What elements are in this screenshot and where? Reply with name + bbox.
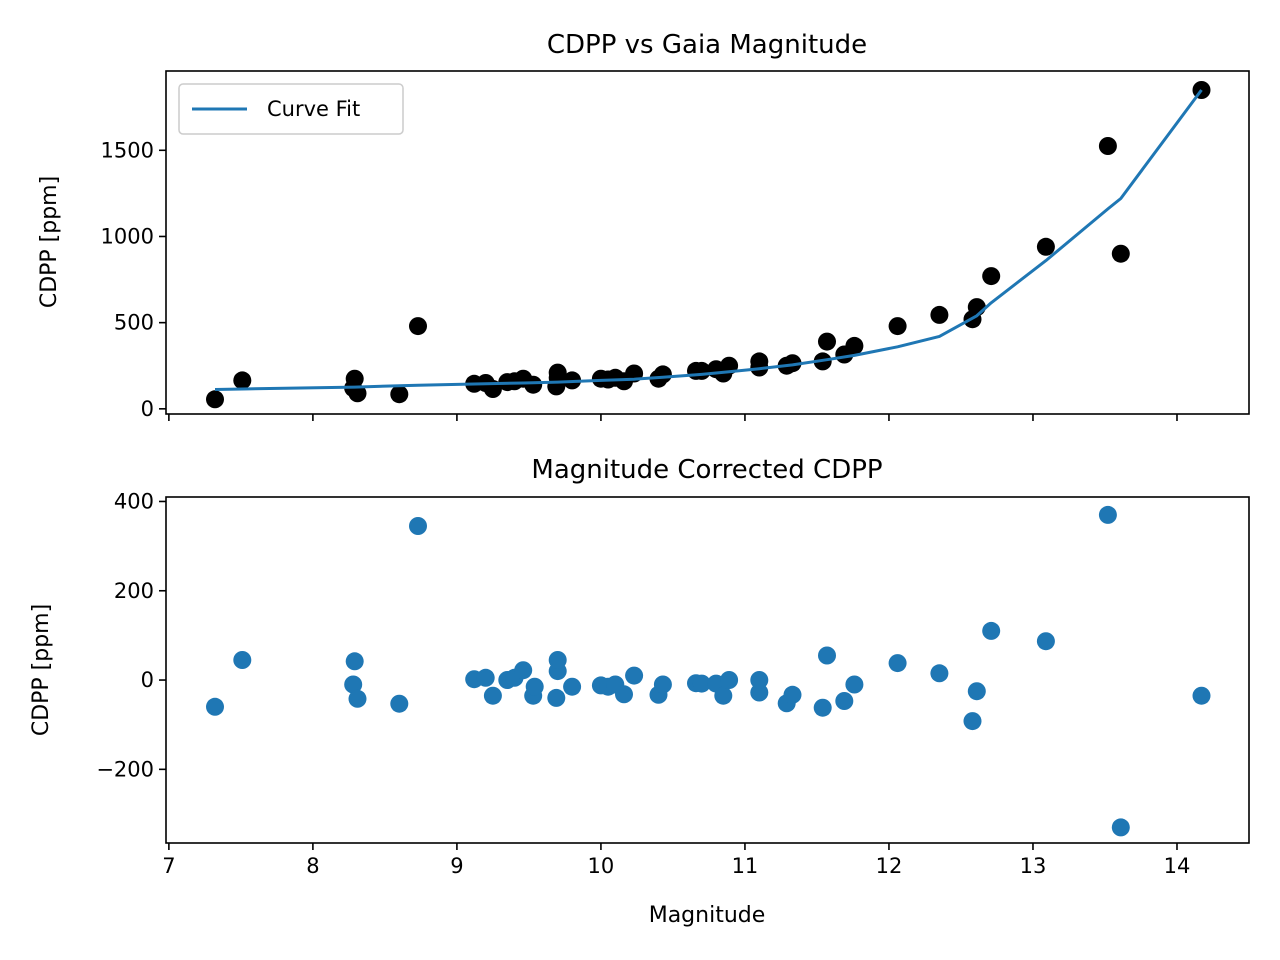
- data-point: [206, 697, 224, 716]
- y-tick-label: −200: [96, 757, 154, 781]
- data-point: [548, 651, 567, 669]
- data-point: [750, 671, 769, 689]
- data-point: [835, 692, 854, 710]
- y-tick-label: 1500: [101, 138, 154, 162]
- data-point: [1098, 505, 1117, 524]
- data-point: [982, 267, 1001, 286]
- data-point: [524, 375, 543, 394]
- y-axis-label: CDPP [ppm]: [29, 604, 54, 736]
- x-axis-label: Magnitude: [649, 903, 766, 928]
- data-point: [625, 666, 644, 685]
- data-point: [692, 674, 711, 693]
- data-point: [888, 654, 907, 673]
- axes-frame: [165, 496, 1250, 844]
- x-tick-label: 13: [1020, 854, 1047, 878]
- data-point: [1111, 244, 1130, 263]
- data-point: [348, 689, 367, 708]
- data-point: [615, 685, 633, 704]
- y-tick-label: 500: [114, 311, 154, 335]
- curve-fit-line: [214, 89, 1203, 391]
- plot-area: [206, 81, 1211, 409]
- data-point: [1192, 686, 1211, 705]
- data-point: [390, 385, 409, 404]
- data-point: [967, 682, 986, 701]
- data-point: [714, 686, 733, 705]
- data-point: [233, 371, 252, 390]
- data-point: [476, 668, 495, 687]
- data-point: [750, 683, 769, 702]
- data-point: [783, 685, 802, 704]
- legend-entry-curve-fit: Curve Fit: [267, 97, 360, 121]
- plot-area: [206, 505, 1211, 837]
- data-point: [653, 675, 672, 694]
- data-point: [963, 712, 982, 731]
- y-tick-label: 200: [114, 579, 154, 603]
- data-point: [514, 661, 533, 680]
- data-point: [845, 675, 864, 694]
- chart-title: CDPP vs Gaia Magnitude: [547, 30, 867, 60]
- data-point: [888, 317, 907, 336]
- x-tick-label: 7: [162, 854, 175, 878]
- y-tick-label: 0: [141, 668, 154, 692]
- data-point: [525, 677, 544, 696]
- data-point: [206, 390, 224, 409]
- data-point: [390, 694, 409, 713]
- legend-box: [178, 83, 404, 135]
- data-point: [967, 298, 986, 317]
- data-point: [409, 317, 427, 336]
- cdpp-vs-magnitude-chart: CDPP vs Gaia Magnitude CDPP [ppm] 0 500 10…: [37, 30, 1250, 421]
- data-point: [813, 698, 832, 717]
- x-tick-label: 12: [876, 854, 903, 878]
- data-point: [818, 332, 836, 351]
- data-point: [982, 621, 1001, 640]
- y-tick-label: 1000: [101, 224, 154, 248]
- data-point: [409, 517, 427, 535]
- x-tick-label: 9: [450, 854, 463, 878]
- data-point: [930, 664, 949, 683]
- x-tick-label: 8: [306, 854, 319, 878]
- data-point: [1036, 237, 1055, 256]
- x-tick-label: 14: [1164, 854, 1191, 878]
- data-point: [548, 363, 567, 382]
- data-point: [233, 651, 252, 669]
- data-point: [1111, 818, 1130, 837]
- data-point: [1098, 137, 1117, 155]
- x-tick-label: 10: [588, 854, 615, 878]
- data-point: [845, 336, 864, 355]
- data-point: [783, 354, 802, 373]
- y-tick-label: 0: [141, 397, 154, 421]
- x-tick-label: 11: [732, 854, 759, 878]
- data-point: [344, 675, 363, 694]
- data-point: [345, 369, 364, 388]
- data-point: [930, 305, 949, 324]
- data-point: [750, 352, 769, 371]
- chart-title: Magnitude Corrected CDPP: [531, 455, 882, 485]
- data-point: [720, 671, 739, 689]
- data-point: [653, 365, 672, 384]
- legend: Curve Fit: [178, 83, 404, 135]
- data-point: [483, 686, 502, 705]
- data-point: [345, 652, 364, 671]
- data-point: [348, 384, 367, 403]
- data-point: [547, 688, 566, 707]
- data-point: [563, 677, 582, 696]
- corrected-cdpp-chart: Magnitude Corrected CDPP CDPP [ppm] Magn…: [29, 455, 1250, 928]
- data-point: [1036, 632, 1055, 651]
- data-point: [818, 646, 836, 665]
- y-axis-label: CDPP [ppm]: [37, 176, 62, 308]
- y-tick-label: 400: [114, 489, 154, 513]
- axes-frame: [165, 70, 1250, 415]
